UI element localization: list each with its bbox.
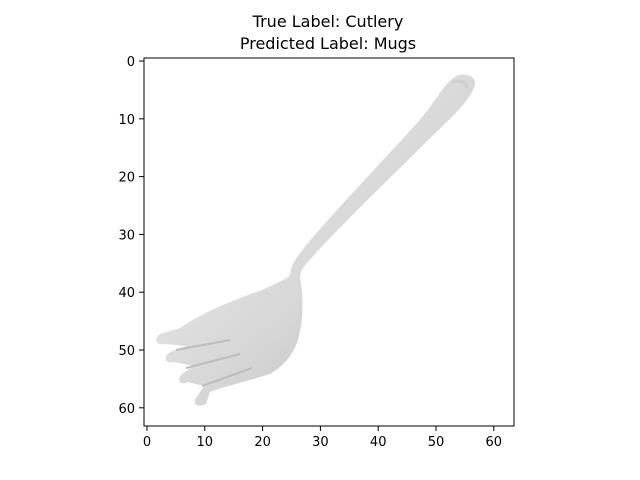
y-tick-label: 50 <box>118 344 135 359</box>
x-tick-label: 50 <box>428 435 445 450</box>
y-axis: 0 10 20 30 40 50 60 <box>118 55 144 417</box>
x-tick-label: 20 <box>254 435 271 450</box>
y-tick-label: 30 <box>118 228 135 243</box>
x-tick-label: 30 <box>312 435 329 450</box>
axes-frame <box>143 57 515 427</box>
y-tick-label: 20 <box>118 171 135 186</box>
x-tick-label: 40 <box>370 435 387 450</box>
y-tick-label: 10 <box>118 113 135 128</box>
x-axis: 0 10 20 30 40 50 60 <box>143 426 502 450</box>
x-tick-label: 60 <box>486 435 503 450</box>
true-label-title: True Label: Cutlery <box>252 12 404 31</box>
y-tick-label: 60 <box>118 402 135 417</box>
x-tick-label: 10 <box>197 435 214 450</box>
fork-icon <box>156 74 476 406</box>
y-tick-label: 0 <box>127 55 135 70</box>
y-tick-label: 40 <box>118 286 135 301</box>
x-tick-label: 0 <box>143 435 151 450</box>
predicted-label-title: Predicted Label: Mugs <box>239 34 417 53</box>
